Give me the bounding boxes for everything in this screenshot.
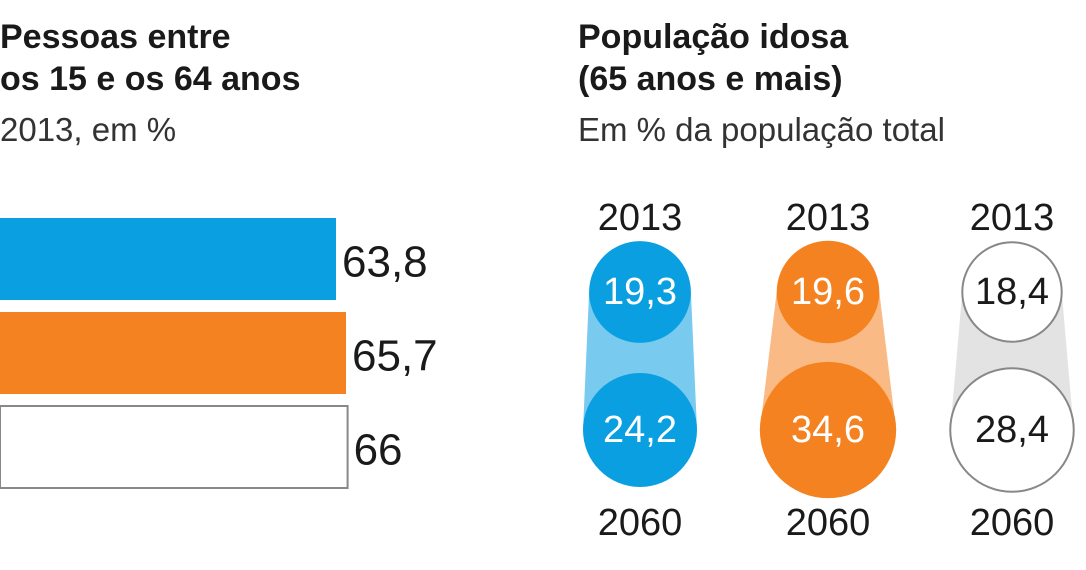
bar-chart-title: Pessoas entre os 15 e os 64 anos xyxy=(0,16,400,100)
year-label-2060: 2060 xyxy=(786,502,871,544)
bubble-chart-title-line2: (65 anos e mais) xyxy=(578,60,843,98)
bubble-2060 xyxy=(949,367,1075,493)
bar-chart-title-line2: os 15 e os 64 anos xyxy=(0,60,301,98)
bubble-chart-title: População idosa (65 anos e mais) xyxy=(578,16,1078,100)
bubble-2060 xyxy=(583,373,697,487)
year-label-2013: 2013 xyxy=(786,197,871,239)
bubble-2013 xyxy=(589,241,691,343)
bar-chart-subtitle: 2013, em % xyxy=(0,111,177,148)
bubble-chart-title-line1: População idosa xyxy=(578,18,849,56)
bubble-2013 xyxy=(776,240,880,344)
year-label-2060: 2060 xyxy=(598,502,683,544)
bubble-2013 xyxy=(961,241,1063,343)
bubble-value-label: 18,4 xyxy=(975,271,1049,313)
bar-value-label: 65,7 xyxy=(352,332,438,381)
bar xyxy=(0,218,336,300)
bubble-chart-subtitle: Em % da população total xyxy=(578,111,945,148)
bubble-value-label: 19,3 xyxy=(603,271,677,313)
bubble-value-label: 24,2 xyxy=(603,409,677,451)
bar-value-label: 63,8 xyxy=(342,238,428,287)
year-label-2013: 2013 xyxy=(598,197,683,239)
bar xyxy=(0,312,347,394)
bar-value-label: 66 xyxy=(354,426,403,475)
bubble-value-label: 28,4 xyxy=(975,409,1049,451)
bar-chart-title-line1: Pessoas entre xyxy=(0,18,231,56)
year-label-2060: 2060 xyxy=(970,502,1055,544)
bubble-2060 xyxy=(759,361,897,499)
year-label-2013: 2013 xyxy=(970,197,1055,239)
bubble-value-label: 19,6 xyxy=(791,271,865,313)
bar xyxy=(0,405,349,489)
bubble-value-label: 34,6 xyxy=(791,409,865,451)
